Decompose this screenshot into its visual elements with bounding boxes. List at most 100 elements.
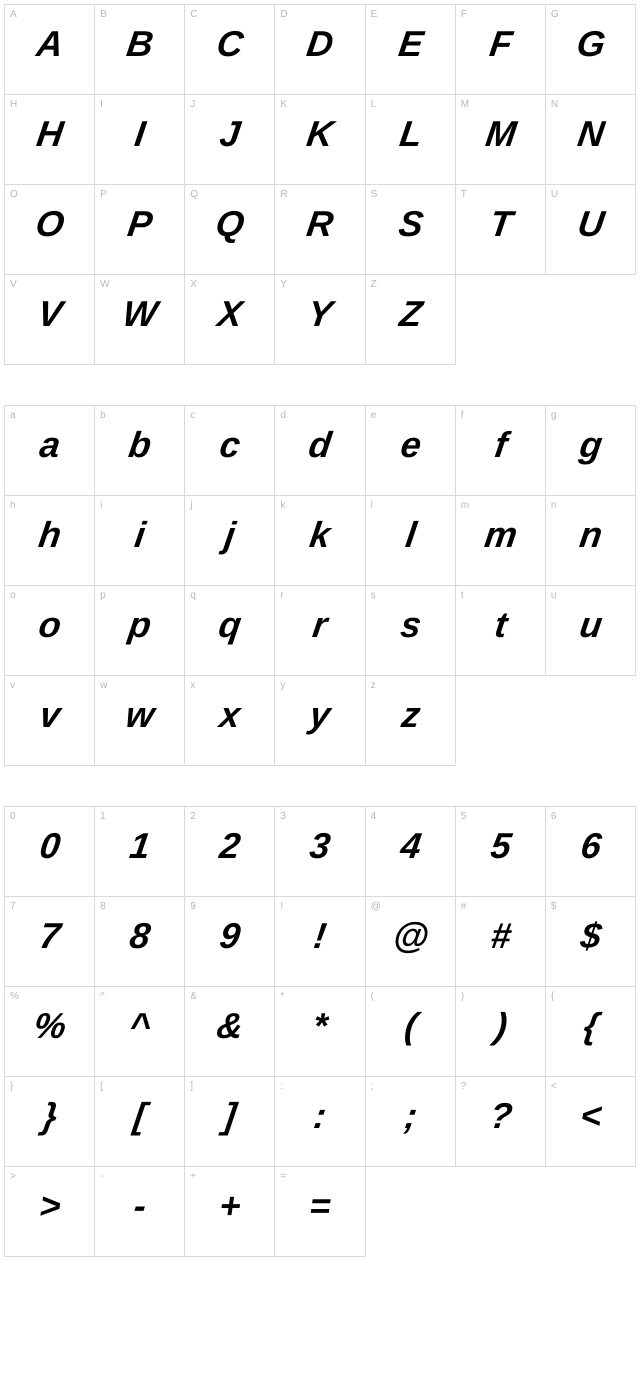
cell-label: 0: [10, 811, 16, 822]
cell-label: 1: [100, 811, 106, 822]
cell-glyph: 5: [453, 825, 548, 867]
cell-glyph: -: [92, 1185, 187, 1227]
cell-label: 7: [10, 901, 16, 912]
cell-glyph: ]: [182, 1095, 277, 1137]
glyph-cell: kk: [275, 496, 365, 586]
cell-label: +: [190, 1171, 196, 1182]
cell-label: D: [280, 9, 287, 20]
cell-glyph: 4: [363, 825, 458, 867]
glyph-cell: ::: [275, 1077, 365, 1167]
glyph-cell: oo: [5, 586, 95, 676]
cell-glyph: %: [2, 1005, 97, 1047]
cell-label: A: [10, 9, 17, 20]
glyph-cell: ;;: [366, 1077, 456, 1167]
glyph-cell: ]]: [185, 1077, 275, 1167]
glyph-cell: DD: [275, 5, 365, 95]
cell-label: $: [551, 901, 557, 912]
cell-label: O: [10, 189, 18, 200]
cell-glyph: s: [363, 604, 458, 646]
cell-label: :: [280, 1081, 283, 1092]
cell-label: L: [371, 99, 377, 110]
cell-glyph: {: [543, 1005, 638, 1047]
cell-label: 9: [190, 901, 196, 912]
cell-glyph: Y: [272, 293, 367, 335]
cell-label: x: [190, 680, 195, 691]
glyph-cell: hh: [5, 496, 95, 586]
cell-glyph: E: [363, 23, 458, 65]
cell-label: Y: [280, 279, 287, 290]
glyph-cell: $$: [546, 897, 636, 987]
cell-label: M: [461, 99, 469, 110]
cell-label: y: [280, 680, 285, 691]
empty-cell: [456, 676, 546, 766]
glyph-cell: cc: [185, 406, 275, 496]
glyph-cell: mm: [456, 496, 546, 586]
cell-glyph: O: [2, 203, 97, 245]
cell-glyph: <: [543, 1095, 638, 1137]
glyph-cell: TT: [456, 185, 546, 275]
glyph-cell: 99: [185, 897, 275, 987]
empty-cell: [456, 1167, 546, 1257]
glyph-cell: vv: [5, 676, 95, 766]
glyph-cell: 00: [5, 807, 95, 897]
glyph-cell: OO: [5, 185, 95, 275]
glyph-cell: KK: [275, 95, 365, 185]
cell-label: i: [100, 500, 102, 511]
cell-label: e: [371, 410, 377, 421]
glyph-cell: )): [456, 987, 546, 1077]
section-symbols: 00112233445566778899!!@@##$$%%^^&&**(())…: [4, 806, 636, 1257]
cell-label: C: [190, 9, 197, 20]
glyph-cell: II: [95, 95, 185, 185]
cell-label: K: [280, 99, 287, 110]
empty-cell: [546, 1167, 636, 1257]
cell-glyph: [: [92, 1095, 187, 1137]
glyph-cell: EE: [366, 5, 456, 95]
glyph-cell: ((: [366, 987, 456, 1077]
glyph-cell: XX: [185, 275, 275, 365]
cell-label: z: [371, 680, 376, 691]
cell-label: E: [371, 9, 378, 20]
glyph-cell: uu: [546, 586, 636, 676]
glyph-cell: dd: [275, 406, 365, 496]
glyph-cell: **: [275, 987, 365, 1077]
cell-glyph: :: [272, 1095, 367, 1137]
glyph-cell: MM: [456, 95, 546, 185]
glyph-cell: QQ: [185, 185, 275, 275]
cell-glyph: R: [272, 203, 367, 245]
cell-glyph: c: [182, 424, 277, 466]
cell-glyph: q: [182, 604, 277, 646]
cell-glyph: &: [182, 1005, 277, 1047]
cell-label: [: [100, 1081, 103, 1092]
glyph-cell: 44: [366, 807, 456, 897]
cell-label: w: [100, 680, 107, 691]
cell-glyph: }: [2, 1095, 97, 1137]
cell-glyph: t: [453, 604, 548, 646]
cell-label: !: [280, 901, 283, 912]
glyph-cell: ??: [456, 1077, 546, 1167]
cell-glyph: b: [92, 424, 187, 466]
glyph-cell: pp: [95, 586, 185, 676]
glyph-cell: JJ: [185, 95, 275, 185]
glyph-cell: }}: [5, 1077, 95, 1167]
cell-glyph: +: [182, 1185, 277, 1227]
cell-glyph: 9: [182, 915, 277, 957]
glyph-cell: >>: [5, 1167, 95, 1257]
cell-label: N: [551, 99, 558, 110]
cell-glyph: $: [543, 915, 638, 957]
cell-label: I: [100, 99, 103, 110]
cell-glyph: u: [543, 604, 638, 646]
cell-label: V: [10, 279, 17, 290]
cell-glyph: *: [272, 1005, 367, 1047]
glyph-cell: rr: [275, 586, 365, 676]
cell-label: U: [551, 189, 558, 200]
cell-glyph: ): [453, 1005, 548, 1047]
glyph-cell: qq: [185, 586, 275, 676]
cell-glyph: p: [92, 604, 187, 646]
glyph-cell: yy: [275, 676, 365, 766]
cell-label: 8: [100, 901, 106, 912]
cell-glyph: M: [453, 113, 548, 155]
glyph-cell: ##: [456, 897, 546, 987]
cell-glyph: w: [92, 694, 187, 736]
cell-glyph: o: [2, 604, 97, 646]
cell-glyph: U: [543, 203, 638, 245]
